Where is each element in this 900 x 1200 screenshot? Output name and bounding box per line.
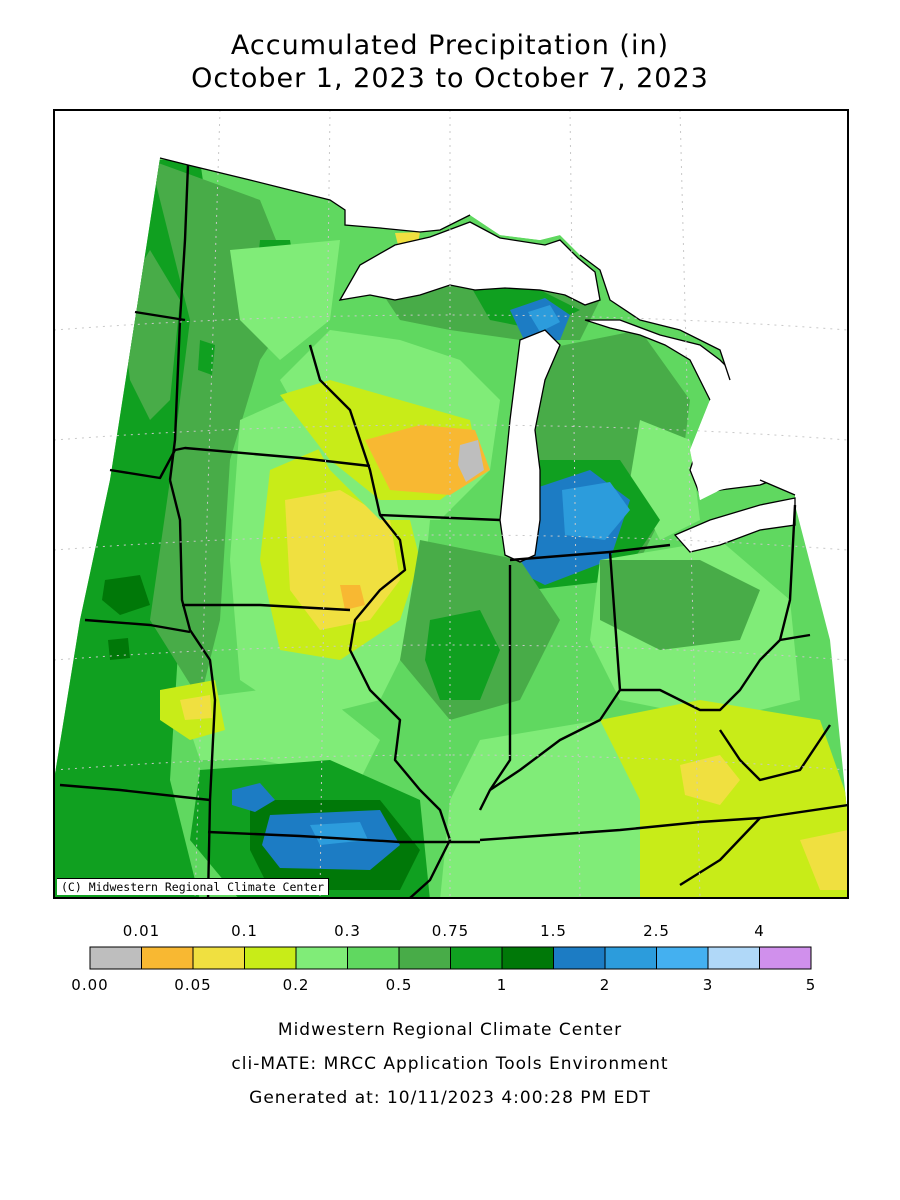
contour-lightblue-up — [528, 305, 560, 332]
legend-top-label: 4 — [754, 922, 765, 940]
canada-area — [160, 110, 848, 500]
legend-top-label: 0.01 — [122, 922, 161, 940]
legend-swatch — [398, 946, 451, 970]
footer-application: cli-MATE: MRCC Application Tools Environ… — [231, 1054, 669, 1074]
legend-bottom-label: 0.5 — [385, 976, 413, 994]
legend-swatch — [759, 946, 812, 970]
legend-colorbar — [89, 946, 812, 970]
contour-gray-wisconsin — [458, 440, 484, 482]
contour-light-kentucky — [440, 720, 640, 898]
legend-bottom-label: 0.00 — [71, 976, 109, 994]
legend-bottom-label: 2 — [599, 976, 611, 994]
legend-top-label: 1.5 — [540, 922, 567, 940]
state-boundaries — [59, 164, 848, 898]
contour-green-ohio — [600, 560, 760, 650]
map-frame — [53, 109, 849, 899]
legend-swatch — [244, 946, 297, 970]
contour-verydark-nebraska — [108, 638, 130, 660]
footer-generated-at: Generated at: 10/11/2023 4:00:28 PM EDT — [249, 1088, 651, 1108]
legend-bottom-label: 0.05 — [174, 976, 212, 994]
legend-bottom-label: 1 — [496, 976, 508, 994]
legend-swatch — [707, 946, 760, 970]
contour-darkgreen-minnesota-2 — [198, 340, 215, 375]
legend-swatch — [553, 946, 606, 970]
contour-darkgreen-illinois — [425, 610, 500, 700]
legend-swatch — [89, 946, 142, 970]
legend-top-label: 0.3 — [334, 922, 361, 940]
legend-swatch — [656, 946, 709, 970]
contour-yellow-missouri — [180, 695, 212, 720]
legend-top-label: 2.5 — [643, 922, 670, 940]
legend-bottom-label: 5 — [805, 976, 817, 994]
contour-light-missouri — [180, 690, 380, 780]
lake-superior — [338, 221, 601, 306]
legend-bottom-label: 3 — [702, 976, 714, 994]
legend-top-label: 0.75 — [431, 922, 470, 940]
contour-blue-missouri-west — [232, 783, 275, 812]
contour-yellow-kentucky — [680, 755, 740, 805]
contour-yellow-kentucky-east — [800, 830, 848, 890]
legend-swatch — [604, 946, 657, 970]
legend-swatch — [192, 946, 245, 970]
legend-top-label: 0.1 — [231, 922, 258, 940]
contour-light-minnesota-east — [230, 240, 340, 360]
contour-verydark-dakota — [102, 575, 150, 615]
map-title: Accumulated Precipitation (in) — [230, 30, 670, 61]
map-credit: (C) Midwestern Regional Climate Center — [57, 878, 330, 895]
contour-yellow-iowa — [285, 490, 400, 630]
lake-michigan — [499, 329, 561, 563]
graticule — [54, 110, 848, 898]
legend-bottom-label: 0.2 — [282, 976, 310, 994]
canada-border — [159, 157, 796, 496]
legend-swatch — [501, 946, 554, 970]
legend-swatch — [295, 946, 348, 970]
legend-swatch — [347, 946, 400, 970]
map-date-range: October 1, 2023 to October 7, 2023 — [191, 63, 709, 94]
contour-blue-michigan — [562, 482, 630, 540]
footer-organization: Midwestern Regional Climate Center — [277, 1020, 623, 1040]
contour-orange-iowa — [340, 585, 365, 610]
legend-swatch — [141, 946, 194, 970]
legend-swatch — [450, 946, 503, 970]
contour-orange-wisconsin — [365, 425, 490, 495]
